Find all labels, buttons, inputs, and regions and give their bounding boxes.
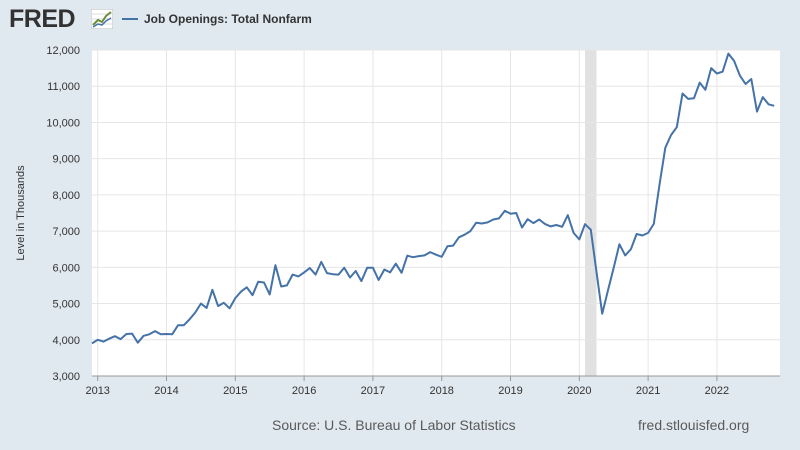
x-tick-label: 2020 <box>567 385 591 397</box>
source-note: Source: U.S. Bureau of Labor Statistics <box>272 417 516 433</box>
line-chart: 3,000 4,000 5,000 6,000 7,000 8,000 9,000 10,00… <box>15 45 780 397</box>
x-tick-label: 2022 <box>705 385 729 397</box>
y-tick-label: 7,000 <box>52 226 80 238</box>
x-tick-label: 2016 <box>292 385 316 397</box>
x-tick-label: 2017 <box>361 385 385 397</box>
plot-area <box>92 50 780 376</box>
y-tick-label: 3,000 <box>52 371 80 383</box>
trend-graph-icon <box>91 9 113 29</box>
y-tick-label: 5,000 <box>52 299 80 311</box>
series-line-job-openings <box>91 52 775 345</box>
y-tick-label: 4,000 <box>52 335 80 347</box>
y-tick-label: 10,000 <box>46 117 80 129</box>
x-tick-label: 2014 <box>154 385 178 397</box>
y-tick-label: 9,000 <box>52 154 80 166</box>
recession-band <box>585 50 597 376</box>
y-tick-label: 8,000 <box>52 190 80 202</box>
fred-logo[interactable]: FRED <box>9 5 76 33</box>
y-tick-label: 6,000 <box>52 262 80 274</box>
x-tick-label: 2018 <box>429 385 453 397</box>
y-axis-label: Level in Thousands <box>15 165 27 261</box>
legend-series-label: Job Openings: Total Nonfarm <box>144 12 312 26</box>
source-url[interactable]: fred.stlouisfed.org <box>638 417 750 433</box>
x-tick-label: 2013 <box>85 385 109 397</box>
chart-header: FRED Job Openings: Total Nonfarm <box>0 0 800 40</box>
y-tick-label: 11,000 <box>47 81 80 93</box>
x-tick-label: 2021 <box>636 385 660 397</box>
y-tick-label: 12,000 <box>46 45 80 57</box>
chart-legend[interactable]: Job Openings: Total Nonfarm <box>122 11 312 27</box>
legend-swatch <box>122 18 138 20</box>
x-tick-label: 2019 <box>498 385 522 397</box>
x-tick-label: 2015 <box>223 385 247 397</box>
